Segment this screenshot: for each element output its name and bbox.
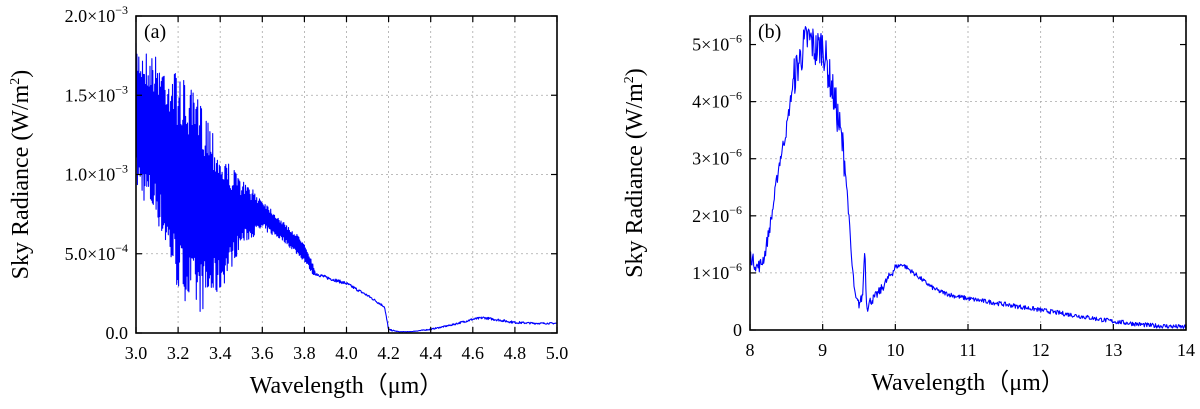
y-axis-label-b: Sky Radiance (W/m2) [622, 68, 648, 278]
x-tick-label: 8 [746, 340, 755, 360]
y-tick-label: 5×10−6 [692, 32, 742, 55]
y-tick-label: 4×10−6 [692, 89, 742, 112]
x-tick-label: 3.4 [209, 343, 232, 363]
x-tick-label: 10 [886, 340, 904, 360]
y-tick-label: 2.0×10−3 [65, 3, 128, 26]
x-axis-label-a: Wavelength（μm） [250, 373, 444, 399]
panel-label-a: (a) [144, 21, 166, 43]
x-tick-label: 4.6 [462, 343, 485, 363]
x-tick-label: 3.0 [125, 343, 148, 363]
x-tick-label: 3.2 [167, 343, 190, 363]
series-line-b [749, 26, 1186, 329]
y-axis-label-a: Sky Radiance (W/m2) [8, 70, 34, 280]
y-tick-label: 0.0 [106, 323, 129, 343]
series-line-a [135, 42, 558, 333]
ticks-a: 3.0 3.2 3.4 3.6 3.8 4.0 4.2 4.4 4.6 4.8 5.0 0.0 5.0×… [65, 3, 569, 363]
y-tick-label: 5.0×10−4 [65, 241, 128, 264]
ticks-b: 8 9 10 11 12 13 14 0 1×10−6 2×10−6 3×10−6 4×10−6 5×1… [692, 16, 1195, 360]
y-tick-label: 0 [733, 320, 742, 340]
x-tick-label: 5.0 [546, 343, 569, 363]
chart-panel-a: 3.0 3.2 3.4 3.6 3.8 4.0 4.2 4.4 4.6 4.8 5.0 0.0 5.0×… [8, 3, 568, 399]
x-tick-label: 4.0 [335, 343, 358, 363]
x-tick-label: 3.6 [251, 343, 274, 363]
x-axis-label-b: Wavelength（μm） [871, 370, 1065, 396]
x-tick-label: 12 [1032, 340, 1050, 360]
x-tick-label: 4.8 [504, 343, 527, 363]
x-tick-label: 13 [1104, 340, 1122, 360]
y-tick-label: 2×10−6 [692, 203, 742, 226]
y-tick-label: 3×10−6 [692, 146, 742, 169]
grid-b [750, 16, 1186, 330]
y-tick-label: 1.5×10−3 [65, 82, 128, 105]
x-tick-label: 11 [959, 340, 976, 360]
y-tick-label: 1.0×10−3 [65, 162, 128, 185]
x-tick-label: 4.4 [419, 343, 442, 363]
y-tick-label: 1×10−6 [692, 260, 742, 283]
x-tick-label: 4.2 [377, 343, 400, 363]
x-tick-label: 14 [1177, 340, 1195, 360]
chart-panel-b: 8 9 10 11 12 13 14 0 1×10−6 2×10−6 3×10−6 4×10−6 5×1… [622, 15, 1195, 396]
panel-label-b: (b) [758, 21, 781, 43]
x-tick-label: 9 [818, 340, 827, 360]
x-tick-label: 3.8 [293, 343, 316, 363]
